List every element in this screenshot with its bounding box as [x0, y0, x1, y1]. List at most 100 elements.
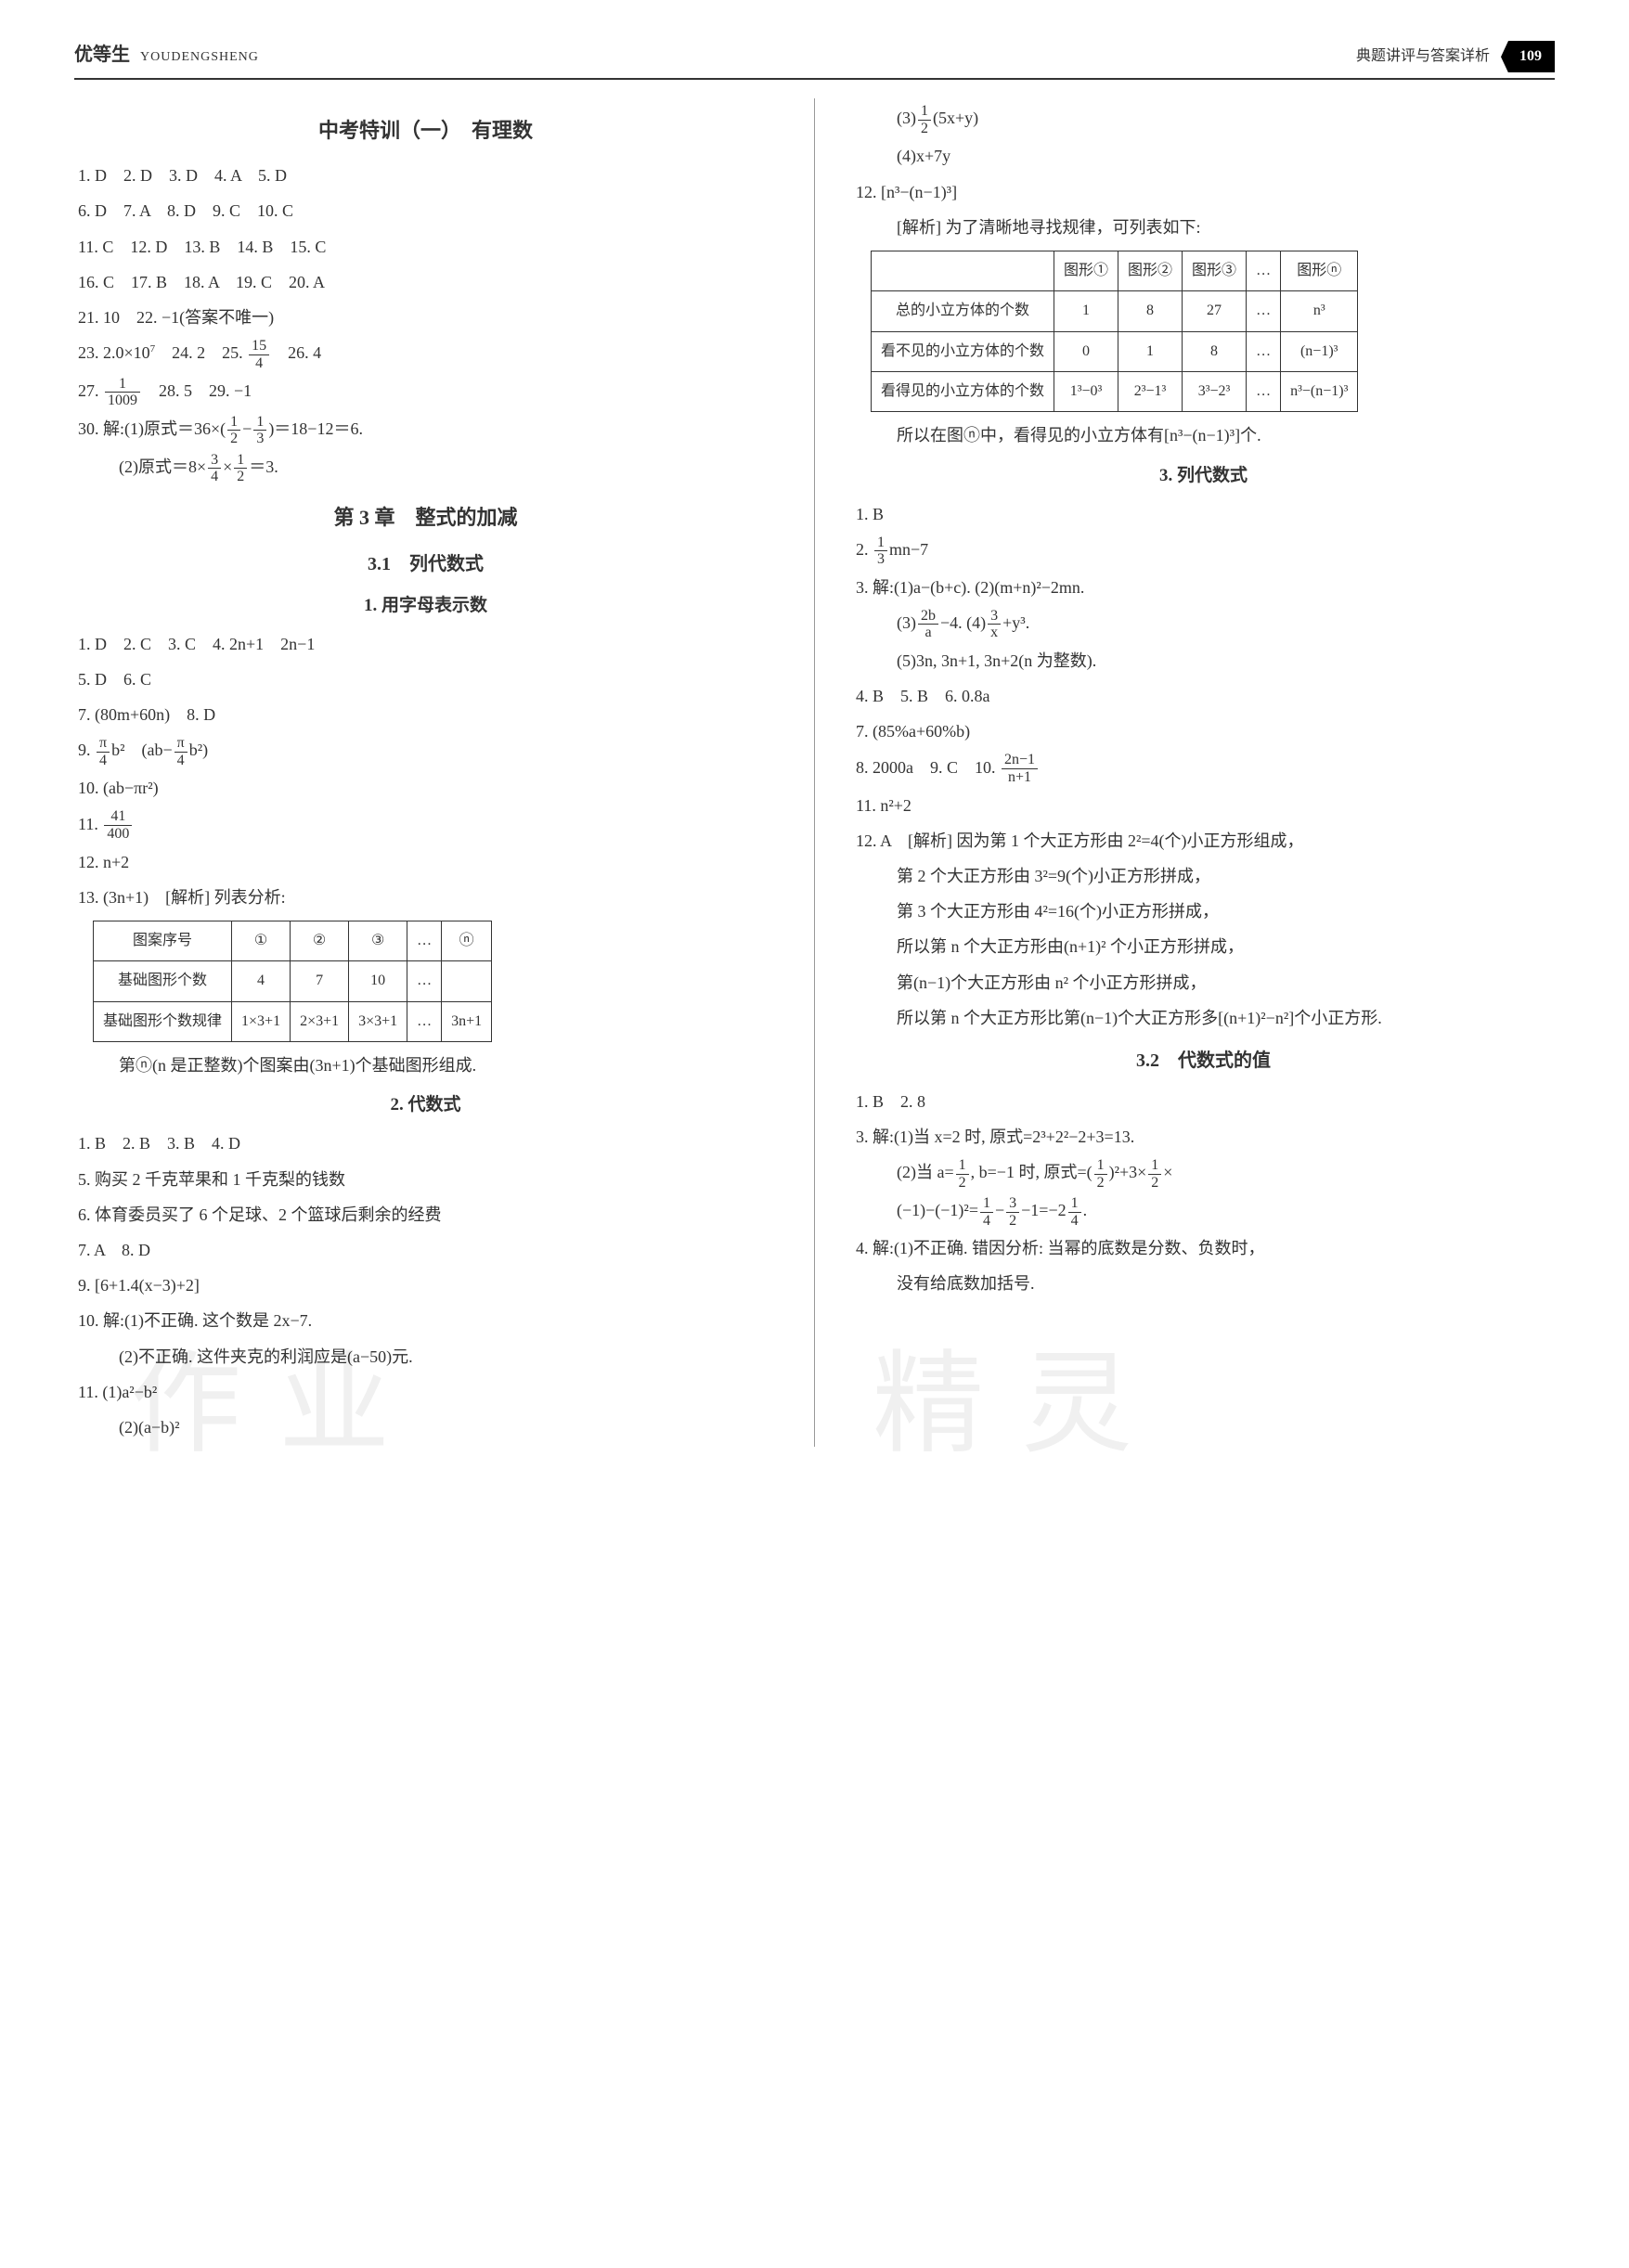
table-row: 总的小立方体的个数 1 8 27 … n³	[872, 291, 1358, 331]
cell: 图形①	[1054, 251, 1118, 290]
cell: 图形ⓝ	[1281, 251, 1358, 290]
text: (−1)−(−1)²=	[897, 1201, 978, 1219]
answer-row-9: 9. π4b² (ab−π4b²)	[74, 734, 777, 768]
header-left: 优等生 YOUDENGSHENG	[74, 37, 259, 72]
cell: 3³−2³	[1183, 372, 1247, 412]
text: , b=−1 时, 原式=(	[971, 1163, 1092, 1181]
cell: 1³−0³	[1054, 372, 1118, 412]
cell: 图案序号	[94, 921, 232, 960]
answer-row: (5)3n, 3n+1, 3n+2(n 为整数).	[852, 645, 1555, 677]
text: 11.	[78, 815, 102, 833]
cell: 10	[349, 961, 407, 1001]
text: mn−7	[889, 540, 928, 559]
answer-row: 11. C 12. D 13. B 14. B 15. C	[74, 231, 777, 263]
text: ＝3.	[249, 457, 278, 476]
frac-den: 4	[1068, 1213, 1081, 1230]
frac-num: 1	[980, 1195, 993, 1213]
frac-den: 2	[227, 431, 240, 447]
text: 27.	[78, 381, 103, 400]
chapter-title: 第 3 章 整式的加减	[74, 498, 777, 537]
cell: 图形③	[1183, 251, 1247, 290]
frac-den: 4	[97, 753, 110, 769]
text: −1=−2	[1021, 1201, 1066, 1219]
answer-row-27: 27. 11009 28. 5 29. −1	[74, 375, 777, 409]
answer-row: 9. [6+1.4(x−3)+2]	[74, 1269, 777, 1301]
text: +y³.	[1002, 613, 1029, 632]
cell: 看得见的小立方体的个数	[872, 372, 1054, 412]
answer-row: 没有给底数加括号.	[852, 1268, 1555, 1299]
answer-row: 13. (3n+1) [解析] 列表分析:	[74, 882, 777, 913]
text: b²)	[189, 741, 208, 759]
cell: ③	[349, 921, 407, 960]
frac-num: 15	[249, 338, 269, 355]
text: 28. 5 29. −1	[142, 381, 252, 400]
cell: n³−(n−1)³	[1281, 372, 1358, 412]
answer-row: 5. 购买 2 千克苹果和 1 千克梨的钱数	[74, 1164, 777, 1195]
table-row: 基础图形个数 4 7 10 …	[94, 961, 492, 1001]
frac-den: x	[988, 625, 1001, 641]
content-columns: 中考特训（一） 有理数 1. D 2. D 3. D 4. A 5. D 6. …	[74, 98, 1555, 1447]
frac-den: 2	[918, 121, 931, 137]
answer-row: 11. n²+2	[852, 790, 1555, 821]
subsection-title-3: 3. 列代数式	[852, 459, 1555, 493]
cell: 图形②	[1118, 251, 1183, 290]
text: b² (ab−	[111, 741, 173, 759]
frac-num: 1	[1068, 1195, 1081, 1213]
text: )＝18−12＝6.	[268, 419, 363, 438]
frac-den: 2	[956, 1175, 969, 1192]
cell: 4	[232, 961, 291, 1001]
answer-row: 8. 2000a 9. C 10. 2n−1n+1	[852, 752, 1555, 786]
answer-row: 10. (ab−πr²)	[74, 772, 777, 804]
text: 30. 解:	[78, 419, 124, 438]
answer-row: 第(n−1)个大正方形由 n² 个小正方形拼成，	[852, 967, 1555, 999]
table-row: 图案序号 ① ② ③ … ⓝ	[94, 921, 492, 960]
frac-den: 4	[980, 1213, 993, 1230]
text: 23. 2.0×10	[78, 343, 150, 362]
text: −	[242, 419, 252, 438]
left-column: 中考特训（一） 有理数 1. D 2. D 3. D 4. A 5. D 6. …	[74, 98, 777, 1447]
answer-row: 6. D 7. A 8. D 9. C 10. C	[74, 195, 777, 226]
page-header: 优等生 YOUDENGSHENG 典题讲评与答案详析 109	[74, 37, 1555, 80]
answer-row: 12. A [解析] 因为第 1 个大正方形由 2²=4(个)小正方形组成，	[852, 825, 1555, 857]
frac-den: 2	[1148, 1175, 1161, 1192]
answer-row: 第 2 个大正方形由 3²=9(个)小正方形拼成，	[852, 860, 1555, 892]
cell: 1	[1054, 291, 1118, 331]
answer-row: 16. C 17. B 18. A 19. C 20. A	[74, 266, 777, 298]
frac-den: 2	[1006, 1213, 1019, 1230]
frac-den: 2	[1094, 1175, 1107, 1192]
text: 8. 2000a 9. C 10.	[856, 758, 1000, 777]
frac-num: 1	[956, 1157, 969, 1175]
header-label: 典题讲评与答案详析	[1356, 48, 1490, 64]
answer-row: 所以在图ⓝ中，看得见的小立方体有[n³−(n−1)³]个.	[852, 419, 1555, 451]
cell: (n−1)³	[1281, 331, 1358, 371]
cell: …	[407, 921, 442, 960]
cell: 27	[1183, 291, 1247, 331]
answer-row: 4. 解:(1)不正确. 错因分析: 当幂的底数是分数、负数时，	[852, 1232, 1555, 1264]
text: (2)原式＝8×	[119, 457, 206, 476]
cell: 0	[1054, 331, 1118, 371]
cell: ⓝ	[442, 921, 492, 960]
table-row: 图形① 图形② 图形③ … 图形ⓝ	[872, 251, 1358, 290]
text: 2.	[856, 540, 873, 559]
cell: 7	[291, 961, 349, 1001]
frac-den: n+1	[1002, 769, 1038, 786]
cell: …	[407, 1001, 442, 1041]
text: (1)原式＝36×(	[124, 419, 226, 438]
header-right: 典题讲评与答案详析 109	[1356, 41, 1555, 72]
text: (5x+y)	[933, 109, 978, 127]
subsection-title-2: 2. 代数式	[74, 1089, 777, 1122]
answer-row: 7. (85%a+60%b)	[852, 715, 1555, 747]
text: .	[1083, 1201, 1088, 1219]
answer-row: (2)当 a=12, b=−1 时, 原式=(12)²+3×12×	[852, 1156, 1555, 1191]
cell: 基础图形个数	[94, 961, 232, 1001]
answer-row: 10. 解:(1)不正确. 这个数是 2x−7.	[74, 1305, 777, 1336]
cell: 3n+1	[442, 1001, 492, 1041]
answer-row-30b: (2)原式＝8×34×12＝3.	[74, 451, 777, 485]
answer-row: (4)x+7y	[852, 140, 1555, 172]
answer-row: 5. D 6. C	[74, 664, 777, 695]
answer-row: 21. 10 22. −1(答案不唯一)	[74, 302, 777, 333]
answer-row: (3)12(5x+y)	[852, 102, 1555, 136]
cell	[442, 961, 492, 1001]
frac-num: 1	[1148, 1157, 1161, 1175]
text: −4. (4)	[940, 613, 986, 632]
